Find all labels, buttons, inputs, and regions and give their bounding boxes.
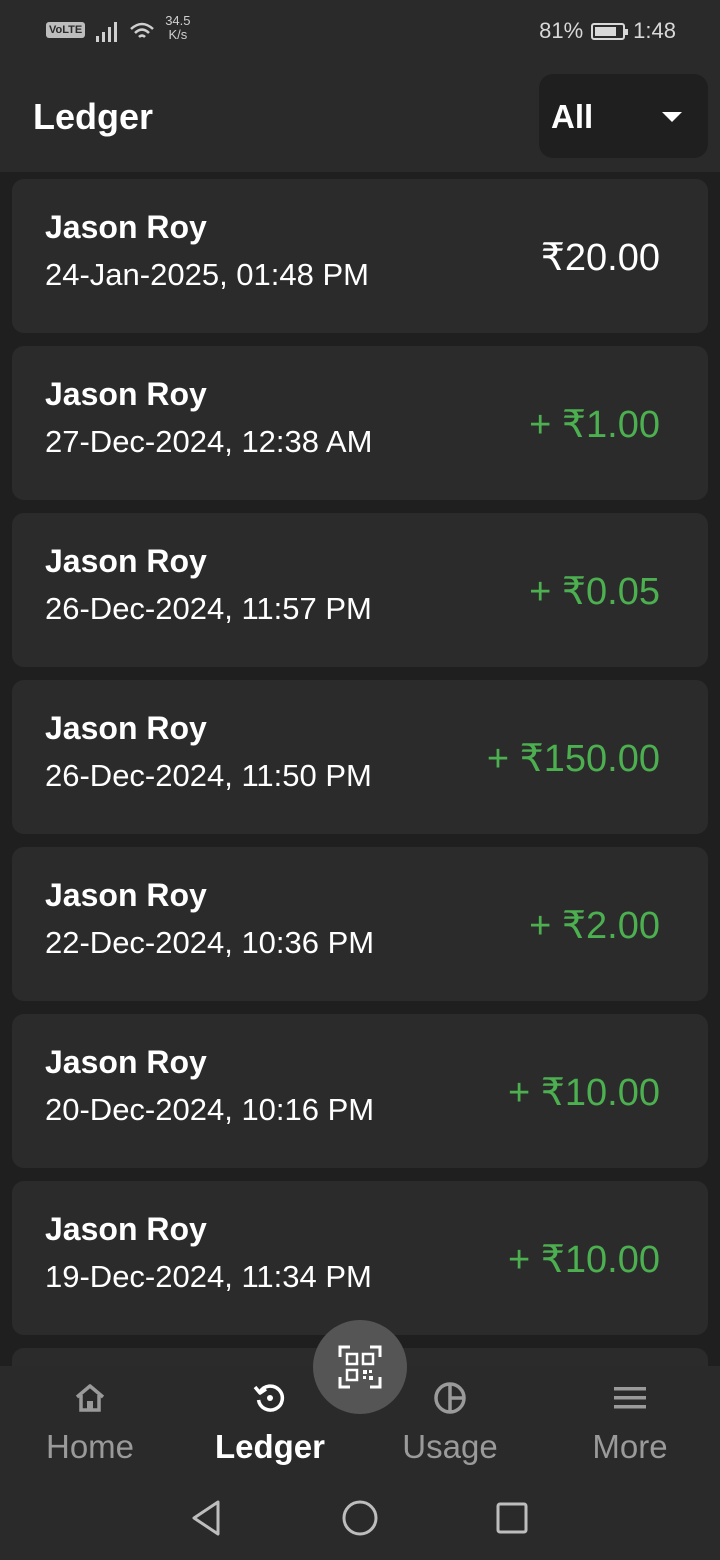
- battery-percent: 81%: [539, 18, 584, 43]
- page-title: Ledger: [33, 96, 154, 137]
- transaction-date: 22-Dec-2024, 10:36 PM: [45, 925, 375, 960]
- transaction-name: Jason Roy: [45, 1211, 207, 1247]
- nav-usage-label: Usage: [402, 1428, 498, 1465]
- nav-ledger-label: Ledger: [214, 1428, 326, 1465]
- transaction-date: 26-Dec-2024, 11:57 PM: [45, 591, 372, 626]
- transaction-card[interactable]: Jason Roy 27-Dec-2024, 12:38 AM + ₹1.00: [12, 346, 708, 500]
- signal-icon: [96, 22, 118, 42]
- transaction-amount: + ₹2.00: [529, 905, 660, 947]
- speed-value: 34.5: [165, 13, 191, 28]
- transaction-amount: ₹20.00: [540, 237, 660, 279]
- home-circle-icon[interactable]: [340, 1498, 380, 1538]
- transaction-card[interactable]: Jason Roy 20-Dec-2024, 10:16 PM + ₹10.00: [12, 1014, 708, 1168]
- speed-unit: K/s: [168, 27, 188, 42]
- pie-chart-icon: [434, 1382, 466, 1414]
- transaction-name: Jason Roy: [45, 209, 207, 245]
- transaction-card[interactable]: Jason Roy 26-Dec-2024, 11:50 PM + ₹150.0…: [12, 680, 708, 834]
- transaction-name: Jason Roy: [45, 710, 207, 746]
- volte-indicator: VoLTE: [46, 22, 86, 38]
- app-bar: Ledger All: [0, 62, 720, 172]
- bottom-nav: Home Ledger Usage More: [0, 1366, 720, 1476]
- nav-more-label: More: [592, 1428, 668, 1465]
- transaction-date: 27-Dec-2024, 12:38 AM: [45, 424, 373, 459]
- transaction-card[interactable]: Jason Roy 19-Dec-2024, 11:34 PM + ₹10.00: [12, 1181, 708, 1335]
- nav-home[interactable]: Home: [0, 1366, 180, 1476]
- transaction-list[interactable]: Jason Roy 24-Jan-2025, 01:48 PM ₹20.00 J…: [0, 172, 720, 1366]
- transaction-date: 20-Dec-2024, 10:16 PM: [45, 1092, 375, 1127]
- battery-icon: [591, 22, 629, 40]
- qr-scan-icon: [338, 1345, 382, 1389]
- transaction-name: Jason Roy: [45, 1044, 207, 1080]
- transaction-date: 24-Jan-2025, 01:48 PM: [45, 257, 369, 292]
- home-icon: [75, 1384, 105, 1412]
- menu-icon: [614, 1387, 646, 1409]
- filter-selected-value: All: [551, 98, 594, 135]
- wifi-icon: [130, 22, 155, 38]
- transaction-name: Jason Roy: [45, 543, 207, 579]
- transaction-amount: + ₹1.00: [529, 404, 660, 446]
- clock: 1:48: [633, 18, 676, 43]
- nav-more[interactable]: More: [540, 1366, 720, 1476]
- status-bar: VoLTE 34.5 K/s 81% 1:48: [0, 0, 720, 62]
- filter-dropdown[interactable]: All: [539, 74, 708, 158]
- history-icon: [253, 1384, 285, 1412]
- transaction-card[interactable]: Jason Roy 22-Dec-2024, 10:36 PM + ₹2.00: [12, 847, 708, 1001]
- transaction-amount: + ₹10.00: [507, 1239, 660, 1281]
- network-speed: 34.5 K/s: [165, 14, 190, 42]
- nav-ledger[interactable]: Ledger: [180, 1366, 360, 1476]
- transaction-amount: + ₹0.05: [529, 571, 660, 613]
- transaction-amount: + ₹150.00: [486, 738, 660, 780]
- recents-square-icon[interactable]: [492, 1498, 532, 1538]
- system-nav-bar: [0, 1476, 720, 1560]
- nav-usage[interactable]: Usage: [360, 1366, 540, 1476]
- transaction-amount: + ₹10.00: [507, 1072, 660, 1114]
- back-icon[interactable]: [186, 1498, 226, 1538]
- transaction-card[interactable]: Jason Roy 26-Dec-2024, 11:57 PM + ₹0.05: [12, 513, 708, 667]
- nav-home-label: Home: [45, 1428, 135, 1465]
- transaction-date: 26-Dec-2024, 11:50 PM: [45, 758, 372, 793]
- caret-down-icon: [662, 112, 682, 122]
- transaction-card[interactable]: Jason Roy 24-Jan-2025, 01:48 PM ₹20.00: [12, 179, 708, 333]
- transaction-name: Jason Roy: [45, 376, 207, 412]
- transaction-name: Jason Roy: [45, 877, 207, 913]
- scan-qr-button[interactable]: [313, 1320, 407, 1414]
- transaction-date: 19-Dec-2024, 11:34 PM: [45, 1259, 372, 1294]
